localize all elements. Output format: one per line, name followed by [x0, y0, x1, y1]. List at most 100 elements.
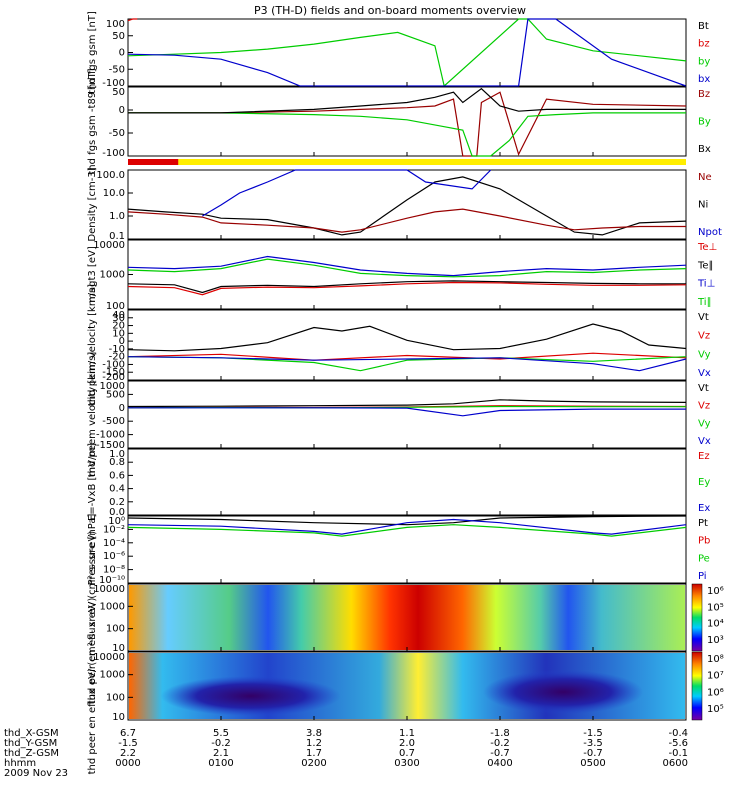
legend-entry: Vy — [698, 418, 711, 429]
legend-entry: bx — [698, 74, 710, 85]
legend-entry: Te⊥ — [697, 242, 717, 253]
series-line-By — [128, 112, 686, 157]
y-tick-label: 0 — [119, 48, 125, 59]
ephemeris-label: hhmm — [4, 758, 36, 769]
y-tick-label: 10⁰ — [108, 516, 125, 527]
legend-entry: Bx — [698, 144, 711, 155]
y-tick-label: 100 — [106, 624, 125, 635]
figure-title: P3 (TH-D) fields and on-board moments ov… — [254, 4, 526, 17]
series-line-Vt — [127, 399, 687, 408]
series-line-Vx — [127, 356, 687, 372]
series-line-Vz — [127, 352, 687, 361]
colorbar-tick: 10⁶ — [707, 687, 724, 698]
y-tick-label: 10 — [112, 643, 125, 654]
legend-entry: by — [698, 56, 710, 67]
y-tick-label: 1000 — [100, 670, 125, 681]
mode-bar — [128, 159, 686, 165]
y-tick-label: -1500 — [96, 440, 125, 451]
legend-entry: Vx — [698, 436, 711, 447]
ephemeris-value: 2.2 — [120, 748, 136, 759]
series-line-Ni — [127, 176, 687, 236]
panel-frame — [127, 169, 687, 240]
ephemeris-value: 0300 — [394, 758, 419, 769]
y-axis-label: Pressure [nPa] — [87, 514, 98, 586]
legend-entry: Ti∥ — [697, 297, 712, 308]
y-axis-label: thd peem velocity [km/s] — [87, 352, 98, 478]
colorbar-tick: 10⁵ — [707, 704, 724, 715]
legend-entry: Ni — [698, 200, 708, 211]
y-tick-label: 0.6 — [109, 470, 125, 481]
series-line-by — [127, 18, 687, 88]
series-line-Pi — [127, 518, 687, 535]
y-tick-label: 10⁻⁸ — [103, 565, 125, 576]
y-tick-label: 50 — [112, 31, 125, 42]
date-label: 2009 Nov 23 — [4, 768, 68, 779]
panel-frame — [127, 86, 687, 157]
y-tick-label: 1000 — [100, 270, 125, 281]
y-tick-label: 10⁻⁶ — [103, 551, 125, 562]
ephemeris-value: -0.1 — [668, 748, 688, 759]
y-axis-label: thd peer en eflux eV/ (cm²-s- sr-eV) — [87, 598, 98, 775]
panel-2: 50 0 -50 -100 thd fgs gsm -t89 [nT] Bz By Bx — [87, 68, 711, 174]
panel-4: 10000 1000 100 magt3 [eV] Te⊥ Te∥ Ti⊥ Ti∥ — [87, 239, 717, 312]
colorbar — [691, 651, 703, 721]
y-tick-label: 0.4 — [109, 484, 125, 495]
y-tick-label: 10⁻¹⁰ — [99, 575, 125, 586]
legend-entry: Bt — [698, 21, 709, 32]
series-line-Npot — [202, 169, 492, 217]
y-tick-label: -500 — [102, 416, 125, 427]
series-line-Bx — [128, 87, 686, 114]
y-tick-label: 50 — [112, 87, 125, 98]
legend-entry: Te∥ — [697, 260, 714, 271]
panel-3: 100.0 10.0 1.0 0.1 Density [cm-3] Ne Ni Npot — [87, 167, 722, 242]
legend-entry: Pb — [698, 536, 710, 547]
y-tick-label: -50 — [109, 64, 125, 75]
y-tick-label: 1000 — [100, 381, 125, 392]
y-tick-label: -150 — [102, 367, 125, 378]
ephemeris-value: 0100 — [208, 758, 233, 769]
y-tick-label: 10⁻⁴ — [103, 538, 125, 549]
ephemeris-value: -3.5 — [583, 738, 603, 749]
ephemeris-label: thd_X-GSM — [4, 728, 59, 739]
y-tick-label: 40 — [112, 310, 125, 321]
y-tick-label: 0.1 — [109, 231, 125, 242]
series-line-Pe — [127, 524, 687, 537]
legend-entry: Ne — [698, 172, 712, 183]
y-tick-label: 10000 — [93, 584, 125, 595]
legend-entry: Pi — [698, 571, 707, 582]
y-tick-label: 10⁻² — [103, 524, 125, 535]
y-tick-label: 100 — [106, 301, 125, 312]
ephemeris-value: 0600 — [663, 758, 688, 769]
ephemeris-value: -1.8 — [490, 728, 510, 739]
colorbar-tick: 10⁶ — [707, 586, 724, 597]
y-tick-label: 10.0 — [103, 188, 125, 199]
y-tick-label: -100 — [102, 148, 125, 159]
y-tick-label: 0.2 — [109, 497, 125, 508]
legend-entry: Bz — [698, 89, 710, 100]
panel-9: 10⁶ 10⁵ 10⁴ 10³ 10000 1000 100 10 thd peir en ef… — [87, 531, 724, 704]
ephemeris-value: 1.1 — [399, 728, 415, 739]
y-tick-label: 0 — [119, 105, 125, 116]
y-tick-label: 100 — [106, 19, 125, 30]
legend-entry: Vt — [698, 383, 709, 394]
legend-entry: Pe — [698, 553, 710, 564]
y-axis-label: magt3 [eV] — [87, 246, 98, 303]
y-tick-label: 1.0 — [109, 449, 125, 460]
series-line-Vx — [128, 407, 686, 417]
y-tick-label: 100.0 — [96, 170, 125, 181]
legend-entry: By — [698, 117, 711, 128]
y-tick-label: 10 — [112, 712, 125, 723]
y-tick-label: 0 — [119, 336, 125, 347]
colorbar-tick: 10³ — [707, 635, 724, 646]
legend-entry: Ez — [698, 451, 710, 462]
y-tick-label: -10 — [109, 344, 125, 355]
ephemeris-value: -0.7 — [583, 748, 603, 759]
legend-entry: Ti⊥ — [697, 279, 715, 290]
series-line-Ne — [127, 208, 686, 233]
panel-frame — [127, 239, 687, 310]
flux-blob — [483, 670, 644, 714]
y-tick-label: 1000 — [100, 601, 125, 612]
ephemeris-value: 0500 — [580, 758, 605, 769]
